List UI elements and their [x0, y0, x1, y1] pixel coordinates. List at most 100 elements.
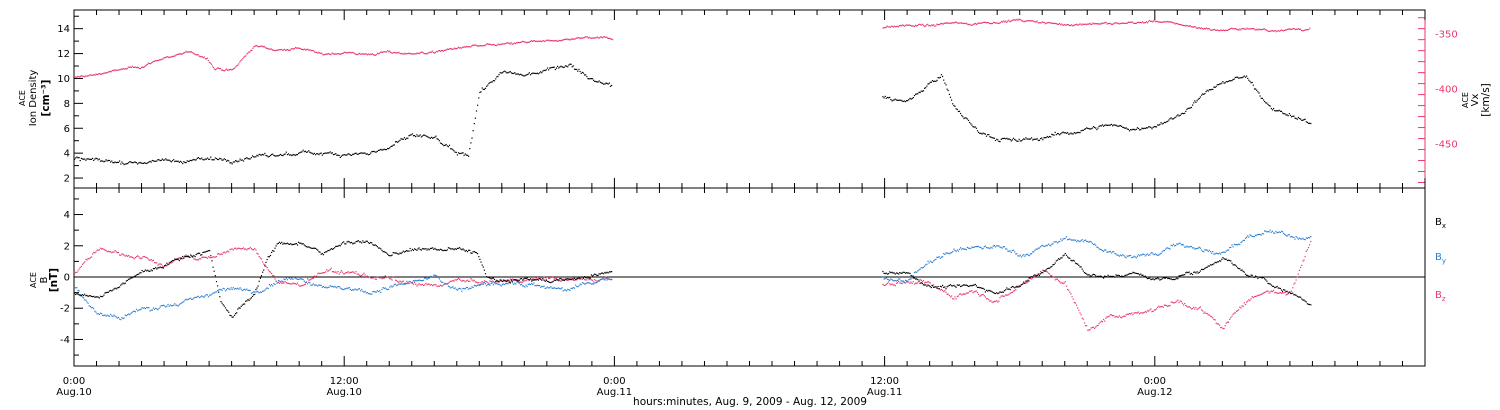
- data-point: [116, 69, 118, 71]
- data-point: [573, 38, 575, 40]
- data-point: [363, 152, 365, 154]
- data-point: [455, 288, 457, 290]
- data-point: [1129, 21, 1131, 23]
- data-point: [889, 96, 891, 98]
- data-point: [902, 271, 904, 273]
- data-point: [542, 70, 544, 72]
- data-point: [930, 287, 932, 289]
- data-point: [356, 240, 358, 242]
- data-point: [1213, 318, 1215, 321]
- data-point: [412, 249, 415, 251]
- data-point: [1033, 274, 1035, 277]
- data-point: [403, 283, 406, 285]
- data-point: [472, 130, 474, 132]
- data-point: [397, 253, 399, 255]
- data-point: [1076, 241, 1078, 243]
- data-point: [1177, 243, 1179, 246]
- data-point: [161, 58, 163, 60]
- data-point: [1043, 21, 1045, 23]
- data-point: [117, 161, 120, 163]
- data-point: [1252, 84, 1254, 86]
- data-point: [987, 290, 989, 292]
- data-point: [1083, 322, 1086, 324]
- data-point: [363, 53, 365, 55]
- data-point: [985, 246, 988, 249]
- data-point: [419, 52, 421, 54]
- data-point: [890, 272, 892, 274]
- data-point: [888, 281, 890, 283]
- data-point: [339, 156, 341, 158]
- data-point: [471, 45, 473, 47]
- data-point: [537, 40, 539, 43]
- data-point: [944, 286, 946, 288]
- data-point: [1109, 22, 1111, 25]
- data-point: [311, 277, 313, 280]
- data-point: [1019, 18, 1021, 20]
- data-point: [1088, 241, 1090, 243]
- data-point: [510, 280, 512, 282]
- data-point: [1180, 24, 1182, 26]
- data-point: [1133, 128, 1135, 130]
- data-point: [953, 248, 955, 250]
- data-point: [478, 97, 480, 99]
- data-point: [891, 100, 893, 102]
- data-point: [916, 282, 918, 284]
- data-point: [153, 160, 156, 162]
- data-point: [954, 21, 956, 23]
- data-point: [549, 40, 551, 42]
- data-point: [1008, 293, 1010, 295]
- data-point: [517, 280, 519, 282]
- data-point: [348, 51, 350, 53]
- data-point: [1141, 274, 1143, 276]
- data-point: [889, 271, 891, 273]
- data-point: [248, 51, 250, 53]
- data-point: [1038, 273, 1040, 275]
- data-point: [115, 251, 117, 253]
- data-point: [903, 25, 906, 27]
- data-point: [100, 73, 102, 75]
- data-point: [1225, 81, 1227, 83]
- data-point: [921, 90, 923, 92]
- data-point: [178, 304, 180, 306]
- data-point: [1079, 23, 1081, 25]
- data-point: [86, 158, 88, 160]
- data-point: [991, 22, 993, 25]
- data-point: [1029, 253, 1031, 255]
- data-point: [1279, 110, 1281, 112]
- data-point: [231, 288, 233, 290]
- data-point: [980, 132, 982, 134]
- data-point: [479, 91, 481, 94]
- data-point: [992, 301, 994, 303]
- data-point: [385, 288, 388, 290]
- data-point: [507, 279, 509, 281]
- data-point: [454, 248, 456, 250]
- data-point: [1123, 255, 1125, 257]
- data-point: [530, 40, 532, 42]
- data-point: [471, 252, 473, 254]
- data-point: [516, 278, 518, 281]
- data-point: [229, 69, 231, 71]
- data-point: [272, 49, 274, 51]
- data-point: [927, 280, 929, 283]
- data-point: [1269, 291, 1271, 293]
- data-point: [496, 279, 498, 281]
- data-point: [307, 283, 309, 285]
- data-point: [1288, 28, 1291, 30]
- data-point: [1161, 278, 1163, 280]
- data-point: [361, 152, 363, 154]
- data-point: [213, 256, 215, 258]
- data-point: [1152, 278, 1154, 280]
- data-point: [132, 276, 134, 278]
- data-point: [1214, 86, 1216, 88]
- data-point: [1036, 274, 1038, 276]
- data-point: [1288, 113, 1290, 115]
- data-point: [216, 67, 219, 69]
- data-point: [186, 255, 188, 257]
- data-point: [1107, 274, 1109, 276]
- density-tick-label: 2: [64, 174, 70, 185]
- data-point: [1092, 22, 1094, 24]
- data-point: [137, 163, 139, 165]
- data-point: [1241, 28, 1243, 30]
- data-point: [204, 58, 206, 60]
- data-point: [433, 52, 435, 54]
